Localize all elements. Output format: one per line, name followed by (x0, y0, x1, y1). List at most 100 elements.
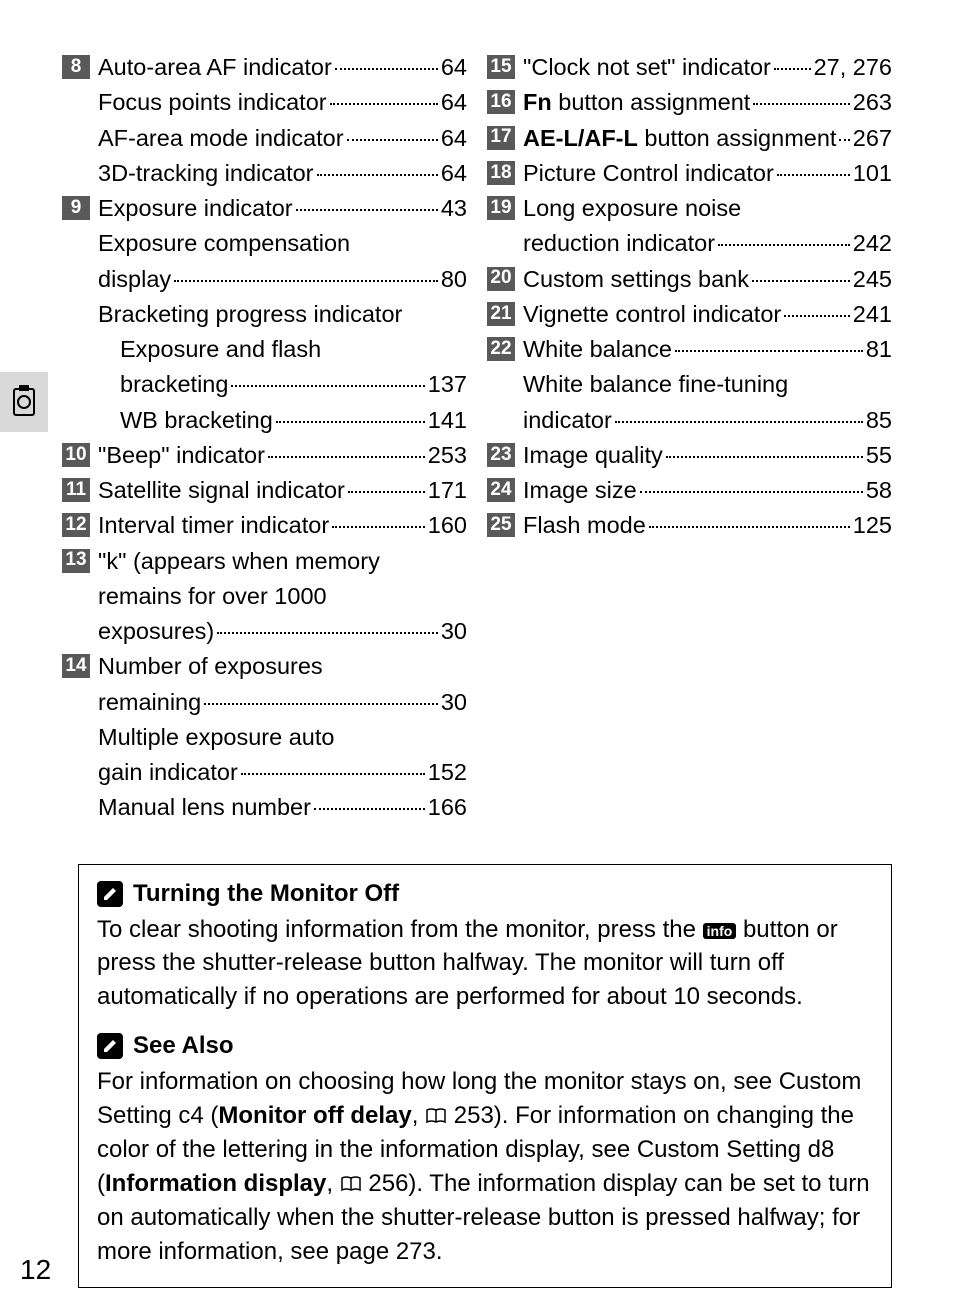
index-entry: 16 Fn button assignment 263 (487, 85, 892, 120)
index-number: 16 (487, 90, 515, 114)
index-entry: Focus points indicator 64 (62, 85, 467, 120)
index-page: 30 (441, 685, 467, 720)
index-label: WB bracketing (98, 403, 273, 438)
index-page: 253 (428, 438, 467, 473)
index-page: 58 (866, 473, 892, 508)
index-entry: 13"k" (appears when memoryremains for ov… (62, 544, 467, 650)
index-label: Image size (523, 473, 637, 508)
index-label: White balance fine-tuning (523, 367, 788, 402)
index-label: gain indicator (98, 755, 238, 790)
note-box: Turning the Monitor Off To clear shootin… (78, 864, 892, 1288)
index-entry: 3D-tracking indicator 64 (62, 156, 467, 191)
index-label: remaining (98, 685, 201, 720)
index-entry: 10"Beep" indicator253 (62, 438, 467, 473)
index-number: 13 (62, 549, 90, 573)
index-entry: 22White balance81 (487, 332, 892, 367)
index-entry: 11Satellite signal indicator171 (62, 473, 467, 508)
index-page: 55 (866, 438, 892, 473)
index-label: Satellite signal indicator (98, 473, 345, 508)
index-page: 64 (441, 121, 467, 156)
index-column-right: 15 "Clock not set" indicator 27, 276 16 Fn b… (487, 50, 892, 826)
index-page: 125 (853, 508, 892, 543)
index-page: 30 (441, 614, 467, 649)
index-entry: 19Long exposure noisereduction indicator… (487, 191, 892, 262)
index-page: 64 (441, 156, 467, 191)
index-page: 267 (853, 121, 892, 156)
index-number: 25 (487, 513, 515, 537)
index-page: 101 (853, 156, 892, 191)
index-label: exposures) (98, 614, 214, 649)
pencil-icon (97, 881, 123, 907)
index-page: 141 (428, 403, 467, 438)
section-tab-icon (0, 372, 48, 432)
index-label: Focus points indicator (98, 85, 327, 120)
index-number: 23 (487, 443, 515, 467)
index-page: 137 (428, 367, 467, 402)
index-entry: 17AE-L/AF-L button assignment267 (487, 121, 892, 156)
index-label: Fn button assignment (523, 85, 750, 120)
index-label: "Clock not set" indicator (523, 50, 771, 85)
index-number: 22 (487, 337, 515, 361)
index-label: "k" (appears when memory (98, 544, 380, 579)
index-entry: 20 Custom settings bank 245 (487, 262, 892, 297)
index-entry: 14 Number of exposuresremaining 30 (62, 649, 467, 720)
index-number: 20 (487, 267, 515, 291)
index-label: bracketing (98, 367, 228, 402)
index-label: Bracketing progress indicator (98, 297, 402, 332)
index-page: 245 (853, 262, 892, 297)
index-label: Number of exposures (98, 649, 323, 684)
index-page: 166 (428, 790, 467, 825)
index-label: reduction indicator (523, 226, 715, 261)
index-entry: 25Flash mode125 (487, 508, 892, 543)
index-entry: WB bracketing 141 (62, 403, 467, 438)
index-page: 80 (441, 262, 467, 297)
index-page: 241 (853, 297, 892, 332)
index-label: Auto-area AF indicator (98, 50, 332, 85)
index-page: 263 (853, 85, 892, 120)
index-number: 21 (487, 302, 515, 326)
index-entry: 9Exposure indicator43 (62, 191, 467, 226)
index-label: Interval timer indicator (98, 508, 329, 543)
book-icon (425, 1100, 447, 1134)
info-icon: info (703, 923, 737, 939)
pencil-icon (97, 1033, 123, 1059)
index-number: 15 (487, 55, 515, 79)
index-page: 160 (428, 508, 467, 543)
index-label: display (98, 262, 171, 297)
index-number: 17 (487, 126, 515, 150)
index-entry: Exposure and flashbracketing 137 (62, 332, 467, 403)
index-label: Custom settings bank (523, 262, 749, 297)
index-entry: 15 "Clock not set" indicator 27, 276 (487, 50, 892, 85)
index-label: Picture Control indicator (523, 156, 774, 191)
page-number: 12 (20, 1254, 51, 1286)
index-entry: 8Auto-area AF indicator64 (62, 50, 467, 85)
index-entry: Bracketing progress indicator (62, 297, 467, 332)
index-page: 85 (866, 403, 892, 438)
note-body-2: For information on choosing how long the… (97, 1065, 873, 1269)
index-label: Image quality (523, 438, 663, 473)
index-label: White balance (523, 332, 672, 367)
index-page: 64 (441, 85, 467, 120)
index-number: 10 (62, 443, 90, 467)
index-page: 152 (428, 755, 467, 790)
index-page: 27, 276 (814, 50, 892, 85)
note-title-1-text: Turning the Monitor Off (133, 877, 399, 911)
index-label: Exposure indicator (98, 191, 293, 226)
index-page: 171 (428, 473, 467, 508)
index-entry: 23 Image quality 55 (487, 438, 892, 473)
index-label: AF-area mode indicator (98, 121, 344, 156)
index-entry: 18Picture Control indicator101 (487, 156, 892, 191)
index-label: Vignette control indicator (523, 297, 781, 332)
index-entry: Manual lens number 166 (62, 790, 467, 825)
index-entry: Multiple exposure autogain indicator152 (62, 720, 467, 791)
index-label: 3D-tracking indicator (98, 156, 314, 191)
index-number: 8 (62, 55, 90, 79)
book-icon (340, 1168, 362, 1202)
index-label: Manual lens number (98, 790, 311, 825)
index-label: Exposure and flash (98, 332, 321, 367)
index-number: 19 (487, 196, 515, 220)
index-number: 14 (62, 654, 90, 678)
note-title-2-text: See Also (133, 1029, 234, 1063)
index-entry: White balance fine-tuningindicator85 (487, 367, 892, 438)
index-entry: 12Interval timer indicator160 (62, 508, 467, 543)
